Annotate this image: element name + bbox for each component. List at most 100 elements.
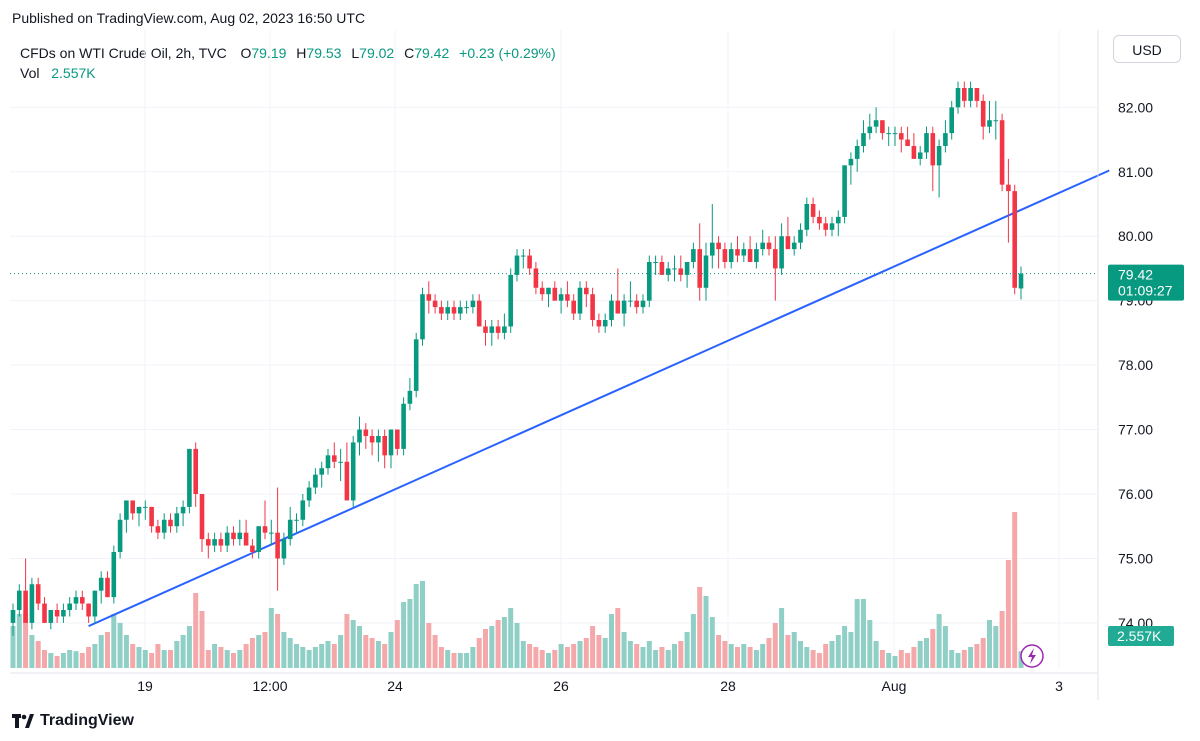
last-price-badge (1108, 264, 1184, 301)
volume-bar (331, 644, 337, 668)
candle-body (124, 500, 129, 520)
volume-bar (665, 650, 671, 668)
candle-body (779, 236, 784, 269)
candle-body (521, 255, 526, 257)
candle-body (949, 107, 954, 134)
volume-bar (130, 644, 136, 668)
volume-bar (16, 614, 22, 668)
volume-bar (955, 653, 961, 668)
x-tick-label: Aug (882, 678, 907, 694)
change-value: +0.23 (+0.29%) (459, 45, 556, 61)
candle-body (993, 120, 999, 122)
volume-row: Vol 2.557K (20, 63, 562, 83)
volume-bar (161, 650, 167, 668)
volume-bar (67, 650, 73, 668)
candle-body (73, 597, 79, 604)
candle-body (464, 307, 469, 309)
currency-button[interactable]: USD (1113, 35, 1181, 63)
volume-bar (898, 650, 904, 668)
candle-body (962, 88, 967, 101)
volume-bar (457, 653, 463, 668)
volume-bar (905, 653, 911, 668)
volume-bar (1005, 560, 1011, 668)
candle-body (237, 532, 243, 540)
candle-body (1018, 273, 1024, 289)
footer: TradingView (12, 710, 134, 732)
volume-bar (111, 614, 117, 668)
volume-bar (942, 626, 948, 668)
volume-bar (451, 653, 457, 668)
candle-body (224, 532, 230, 546)
volume-bar (785, 635, 791, 668)
candle-body (426, 294, 432, 301)
volume-bar (772, 623, 778, 668)
candle-body (42, 603, 47, 623)
volume-bar (886, 653, 892, 668)
volume-bar (300, 647, 306, 668)
candle-body (275, 532, 280, 559)
candle-body (413, 339, 419, 391)
candle-body (886, 133, 891, 135)
x-tick-label: 12:00 (252, 678, 287, 694)
volume-bar (766, 638, 772, 668)
volume-bar (577, 641, 583, 668)
ohlc-row: CFDs on WTI Crude Oil, 2h, TVC O79.19 H7… (20, 43, 562, 63)
volume-bar (949, 650, 955, 668)
y-tick-label: 76.00 (1118, 486, 1153, 502)
trendline-layer[interactable] (88, 169, 1110, 628)
volume-bar (508, 608, 514, 668)
volume-bar (640, 647, 646, 668)
candle-body (817, 216, 822, 224)
candle-body (382, 436, 387, 456)
volume-bar (224, 650, 230, 668)
candle-body (231, 532, 236, 540)
volume-bar (483, 629, 488, 668)
volume-bar (527, 644, 533, 668)
volume-bar (571, 644, 577, 668)
axes: 74.0075.0076.0077.0078.0079.0080.0081.00… (10, 30, 1153, 700)
candle-body (48, 610, 54, 623)
candle-body (369, 436, 375, 443)
candle-body (968, 88, 973, 101)
candle-body (281, 539, 287, 559)
low-label: L (351, 45, 360, 61)
volume-bar (86, 647, 92, 668)
volume-bar (867, 620, 873, 668)
volume-bar (974, 644, 980, 668)
y-tick-label: 81.00 (1118, 164, 1153, 180)
close-label: C (404, 45, 415, 61)
candle-body (747, 249, 753, 262)
candle-body (754, 249, 759, 262)
candle-body (262, 526, 268, 533)
volume-bar (142, 650, 148, 668)
candle-body (117, 519, 123, 552)
candle-body (710, 242, 715, 256)
candle-body (23, 590, 28, 623)
volume-bar (810, 650, 816, 668)
candle-body (61, 610, 66, 617)
candle-body (943, 133, 948, 146)
candle-body (344, 461, 350, 501)
candle-body (357, 429, 362, 443)
candle-body (773, 249, 778, 269)
volume-bar (760, 644, 766, 668)
candle-body (880, 120, 885, 134)
candle-body (168, 519, 173, 527)
candle-body (458, 307, 463, 314)
candle-body (187, 448, 192, 507)
candle-body (760, 242, 765, 250)
candle-body (17, 590, 22, 610)
candle-body (212, 539, 217, 546)
candle-body (10, 610, 16, 623)
volume-bar (980, 638, 986, 668)
candle-body (735, 249, 740, 256)
lightning-icon[interactable] (1020, 644, 1044, 668)
volume-bar (149, 653, 155, 668)
volume-bar (92, 644, 98, 668)
candle-body (313, 474, 318, 488)
candle-body (697, 249, 702, 288)
candle-body (716, 242, 721, 250)
high-value: 79.53 (306, 45, 342, 61)
volume-bar (892, 656, 898, 668)
